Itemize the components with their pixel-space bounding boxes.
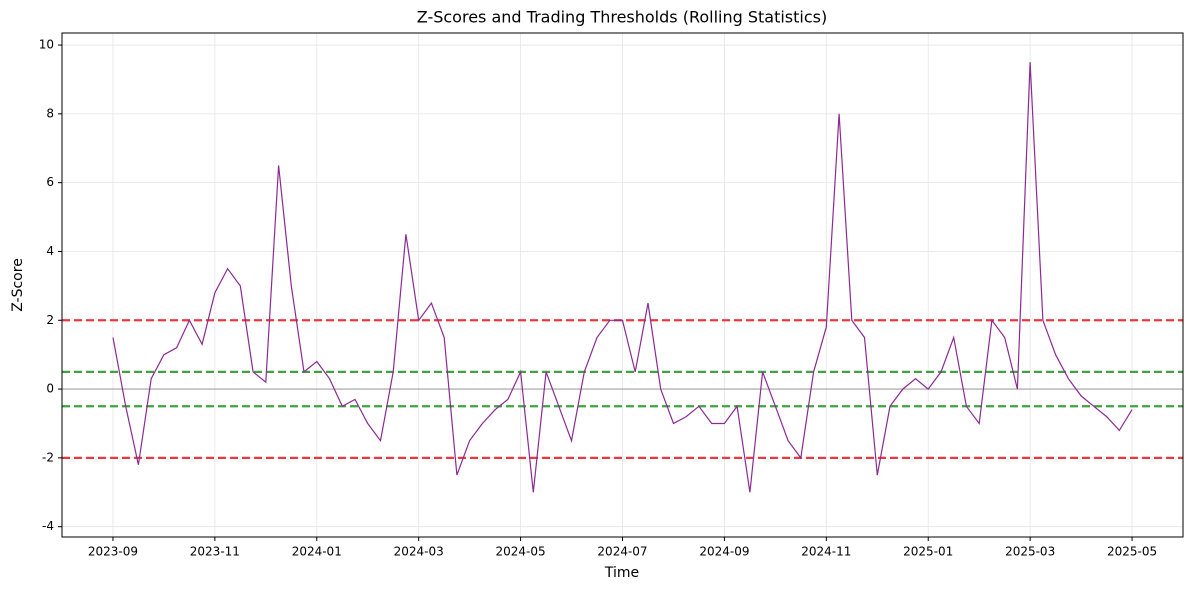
y-tick-label: 2 [46,313,54,327]
y-tick-label: 4 [46,244,54,258]
y-tick-label: 6 [46,175,54,189]
x-tick-label: 2024-07 [597,545,647,559]
x-axis-label: Time [604,565,639,581]
y-tick-label: -2 [42,450,54,464]
x-tick-label: 2023-09 [88,545,138,559]
y-tick-label: 8 [46,106,54,120]
series-line [112,62,1133,493]
x-tick-label: 2025-05 [1107,545,1157,559]
x-tick-label: 2023-11 [190,545,240,559]
y-tick-label: 10 [39,38,54,52]
chart-title: Z-Scores and Trading Thresholds (Rolling… [417,8,827,27]
x-tick-label: 2024-11 [801,545,851,559]
y-tick-label: -4 [42,519,54,533]
plot-frame [61,32,1184,538]
y-axis-label: Z-Score [10,258,26,312]
y-tick-label: 0 [46,382,54,396]
x-tick-label: 2024-05 [496,545,546,559]
x-tick-label: 2024-09 [699,545,749,559]
x-tick-label: 2024-01 [292,545,342,559]
x-tick-label: 2025-03 [1005,545,1055,559]
x-tick-label: 2024-03 [394,545,444,559]
x-tick-label: 2025-01 [903,545,953,559]
